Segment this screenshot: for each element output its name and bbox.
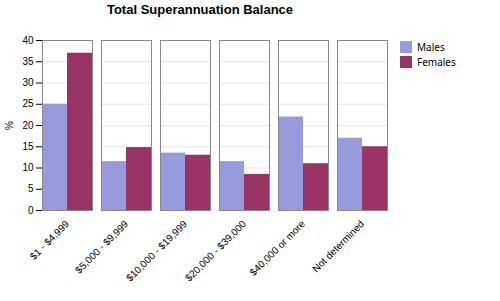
svg-text:10: 10: [22, 162, 34, 173]
svg-text:$10,000 - $19,999: $10,000 - $19,999: [124, 218, 189, 283]
svg-text:$1 - $4,999: $1 - $4,999: [28, 218, 72, 262]
svg-text:35: 35: [22, 56, 34, 67]
svg-text:40: 40: [22, 35, 34, 46]
svg-text:%: %: [4, 121, 15, 130]
svg-text:25: 25: [22, 98, 34, 109]
svg-text:0: 0: [28, 205, 34, 216]
svg-text:30: 30: [22, 77, 34, 88]
svg-text:20: 20: [22, 120, 34, 131]
html-text:Males: Males: [417, 40, 445, 54]
svg-text:Not determined: Not determined: [310, 218, 366, 274]
svg-text:$40,000 or more: $40,000 or more: [248, 218, 308, 278]
svg-text:15: 15: [22, 141, 34, 152]
svg-text:$20,000 - $39,000: $20,000 - $39,000: [183, 218, 248, 283]
html-text:Females: Females: [417, 55, 456, 69]
svg-text:$5,000 - $9,999: $5,000 - $9,999: [73, 218, 131, 276]
svg-text:5: 5: [28, 183, 34, 194]
html-text:Total Superannuation Balance: Total Superannuation Balance: [106, 2, 294, 17]
